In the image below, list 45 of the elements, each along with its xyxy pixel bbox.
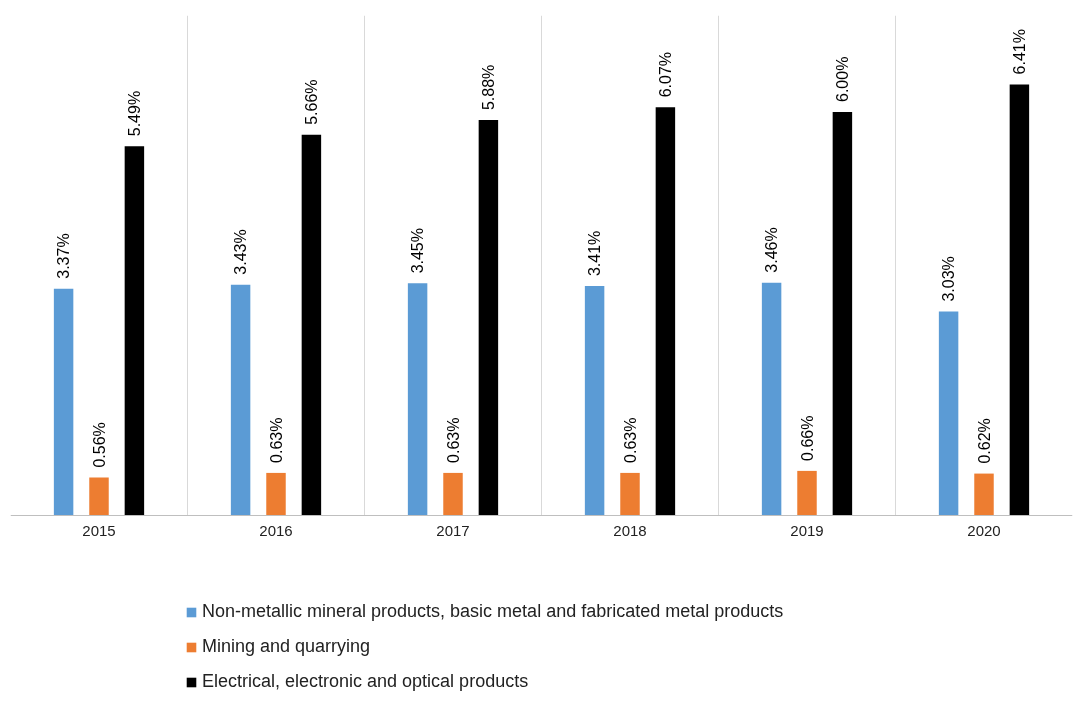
bar [230,284,251,516]
data-label: 6.07% [656,51,674,98]
data-label: 6.00% [833,56,851,102]
data-label: 3.43% [232,229,250,275]
bar [938,311,959,516]
data-label: 5.66% [302,79,320,125]
legend-label: Electrical, electronic and optical products [202,671,529,692]
bar [1009,84,1030,516]
bar [53,288,74,516]
data-label: 3.03% [940,256,958,302]
data-label: 3.37% [55,233,73,279]
bar [478,120,499,516]
x-tick-label: 2018 [613,522,647,540]
bar [124,146,145,516]
x-tick-label: 2019 [790,522,824,540]
bar [832,111,853,516]
data-label: 0.63% [444,417,462,463]
legend-label: Non-metallic mineral products, basic metal and fabricated metal products [202,601,784,622]
x-tick-label: 2015 [82,522,116,540]
data-label: 5.49% [125,90,143,137]
bar [655,107,676,516]
data-label: 5.88% [479,64,497,111]
bar [584,286,605,516]
data-label: 3.45% [409,228,427,274]
bar [974,473,994,516]
legend-label: Mining and quarrying [202,636,371,657]
bar [797,470,817,516]
bar [301,134,322,516]
bar [266,472,286,516]
bar [443,472,463,516]
data-label: 6.41% [1010,29,1028,75]
x-tick-label: 2017 [436,522,470,540]
bar [761,282,782,516]
data-label: 0.56% [90,422,108,468]
bar [89,477,109,516]
data-label: 0.63% [621,417,639,463]
data-label: 3.46% [763,227,781,273]
data-label: 0.66% [798,415,816,461]
data-label: 0.63% [267,417,285,463]
bar [620,472,640,516]
data-label: 0.62% [975,418,993,464]
bar [407,283,428,516]
x-tick-label: 2020 [967,522,1001,540]
data-label: 3.41% [586,230,604,277]
x-tick-label: 2016 [259,522,293,540]
